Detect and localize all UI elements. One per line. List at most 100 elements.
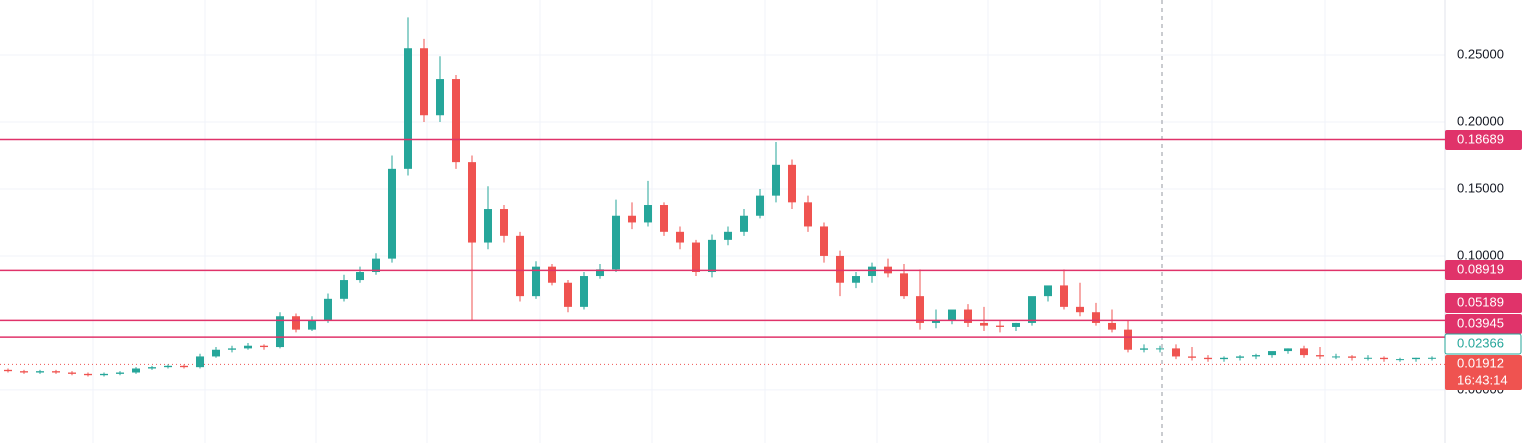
candle-body xyxy=(1300,348,1308,356)
candle-body xyxy=(1188,356,1196,358)
y-tick-label: 0.10000 xyxy=(1457,247,1504,262)
candle-body xyxy=(260,345,268,348)
candle-body xyxy=(452,79,460,163)
candle-body xyxy=(308,320,316,330)
candle-body xyxy=(20,371,28,373)
level-label-box xyxy=(1445,293,1522,313)
candle-body xyxy=(1236,356,1244,358)
candle-body xyxy=(1412,357,1420,360)
level-label: 0.18689 xyxy=(1457,131,1504,146)
candle-body xyxy=(996,325,1004,327)
y-tick-label: 0.25000 xyxy=(1457,46,1504,61)
candle-body xyxy=(852,276,860,283)
candle-body xyxy=(660,205,668,232)
candle-body xyxy=(1060,285,1068,307)
candle-body xyxy=(148,367,156,369)
candle-body xyxy=(420,48,428,116)
candle-body xyxy=(1396,359,1404,361)
candle-body xyxy=(836,255,844,283)
candle-body xyxy=(292,316,300,330)
level-label: 0.03945 xyxy=(1457,315,1504,330)
candle-body xyxy=(724,231,732,240)
candle-body xyxy=(1092,312,1100,323)
level-label-box xyxy=(1445,260,1522,280)
candle-body xyxy=(324,298,332,321)
candle-body xyxy=(372,258,380,273)
candle-body xyxy=(548,266,556,283)
candle-body xyxy=(772,164,780,196)
candle-body xyxy=(500,209,508,236)
candle-body xyxy=(1220,357,1228,360)
candle-body xyxy=(68,372,76,374)
candle-body xyxy=(612,215,620,270)
candle-body xyxy=(1204,357,1212,360)
candle-body xyxy=(1172,348,1180,357)
candle-body xyxy=(708,239,716,273)
candle-body xyxy=(404,48,412,169)
countdown: 16:43:14 xyxy=(1457,372,1508,387)
candle-body xyxy=(484,209,492,243)
last-price-label: 0.01912 xyxy=(1457,355,1504,370)
candle-body xyxy=(1380,357,1388,360)
candle-body xyxy=(564,282,572,307)
candle-body xyxy=(580,276,588,307)
candle-body xyxy=(788,164,796,203)
y-tick-label: 0.20000 xyxy=(1457,113,1504,128)
candle-body xyxy=(36,371,44,373)
candle-body xyxy=(740,215,748,232)
current-price-label: 0.02366 xyxy=(1457,335,1504,350)
candle-body xyxy=(948,309,956,321)
candle-body xyxy=(212,349,220,357)
candle-body xyxy=(4,369,12,372)
candle-body xyxy=(596,269,604,277)
candle-body xyxy=(980,322,988,326)
candle-body xyxy=(1348,356,1356,358)
candle-body xyxy=(84,373,92,376)
candle-body xyxy=(1156,348,1164,350)
candle-body xyxy=(180,365,188,368)
candle-body xyxy=(100,373,108,376)
candle-body xyxy=(356,272,364,281)
level-label: 0.05189 xyxy=(1457,294,1504,309)
candle-body xyxy=(1044,285,1052,297)
candle-body xyxy=(1124,329,1132,350)
candle-body xyxy=(196,356,204,368)
candle-body xyxy=(964,309,972,323)
level-label: 0.08919 xyxy=(1457,261,1504,276)
candle-body xyxy=(1028,296,1036,323)
y-tick-label: 0.15000 xyxy=(1457,180,1504,195)
candle-body xyxy=(340,280,348,299)
candle-body xyxy=(244,345,252,349)
candle-body xyxy=(1316,355,1324,357)
candle-body xyxy=(820,226,828,256)
candle-body xyxy=(1332,356,1340,358)
candle-body xyxy=(1268,351,1276,356)
candle-body xyxy=(900,273,908,297)
candle-body xyxy=(932,320,940,323)
candle-body xyxy=(804,202,812,227)
candle-body xyxy=(388,168,396,259)
current-price-box xyxy=(1444,333,1522,355)
candle-body xyxy=(628,215,636,223)
candle-body xyxy=(1012,322,1020,327)
candle-body xyxy=(1284,348,1292,352)
candle-body xyxy=(916,296,924,323)
candle-body xyxy=(644,205,652,223)
candle-body xyxy=(1364,357,1372,359)
candle-body xyxy=(116,372,124,374)
candle-body xyxy=(468,162,476,243)
candle-body xyxy=(1428,357,1436,359)
last-price-box xyxy=(1445,355,1522,390)
candle-body xyxy=(276,316,284,348)
candle-body xyxy=(436,79,444,116)
candle-body xyxy=(692,242,700,273)
candle-body xyxy=(676,231,684,243)
candle-body xyxy=(756,195,764,216)
candle-body xyxy=(52,371,60,373)
candle-body xyxy=(1252,355,1260,357)
candle-body xyxy=(1076,306,1084,313)
candle-body xyxy=(1140,348,1148,350)
candle-body xyxy=(164,365,172,368)
candle-body xyxy=(228,348,236,350)
